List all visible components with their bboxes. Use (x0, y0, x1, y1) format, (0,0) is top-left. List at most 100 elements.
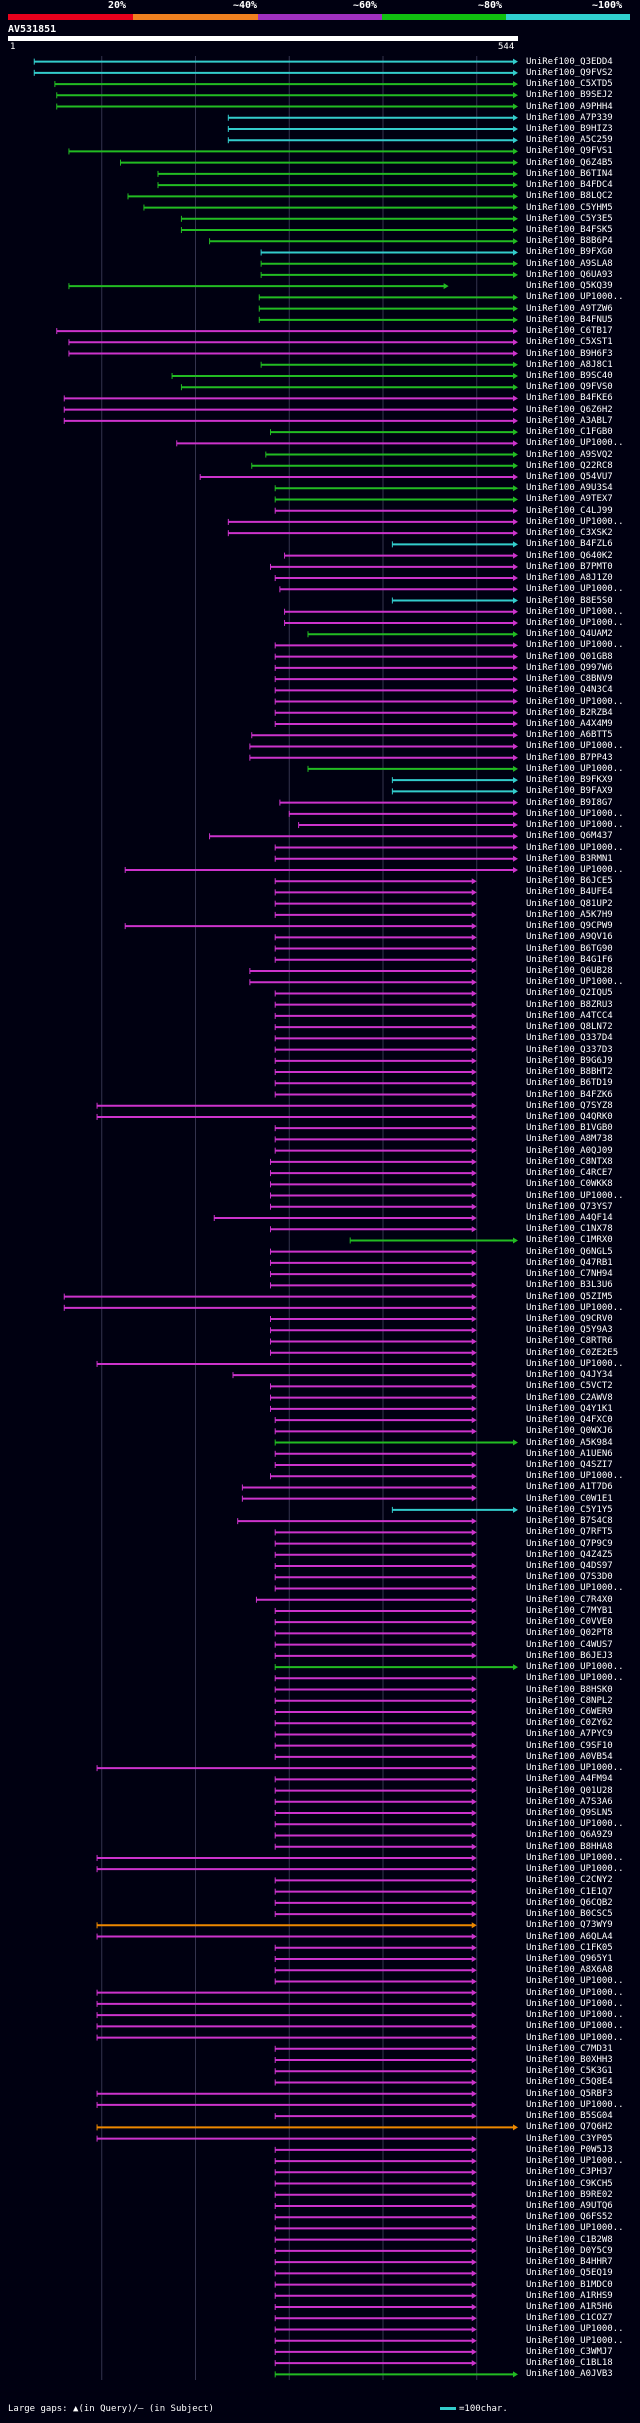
hit-label[interactable]: UniRef100_Q9SLN5 (526, 1808, 613, 1819)
hit-label[interactable]: UniRef100_A8X6A8 (526, 1965, 613, 1976)
hit-label[interactable]: UniRef100_Q6A9Z9 (526, 1830, 613, 1841)
hit-label[interactable]: UniRef100_A1T7D6 (526, 1482, 613, 1493)
hit-label[interactable]: UniRef100_B4FZL6 (526, 539, 613, 550)
hit-label[interactable]: UniRef100_C1MRX0 (526, 1235, 613, 1246)
hit-label[interactable]: UniRef100_Q4DS97 (526, 1561, 613, 1572)
hit-label[interactable]: UniRef100_C4WUS7 (526, 1639, 613, 1650)
hit-label[interactable]: UniRef100_A9QV16 (526, 932, 613, 943)
hit-label[interactable]: UniRef100_Q337D4 (526, 1033, 613, 1044)
hit-label[interactable]: UniRef100_UP1000.. (526, 2223, 624, 2234)
hit-label[interactable]: UniRef100_Q9CRV0 (526, 1314, 613, 1325)
hit-label[interactable]: UniRef100_A9PHH4 (526, 101, 613, 112)
hit-label[interactable]: UniRef100_Q3EDD4 (526, 56, 613, 67)
hit-label[interactable]: UniRef100_C7MD31 (526, 2043, 613, 2054)
hit-label[interactable]: UniRef100_Q4UAM2 (526, 629, 613, 640)
hit-label[interactable]: UniRef100_UP1000.. (526, 842, 624, 853)
hit-label[interactable]: UniRef100_B9I8G7 (526, 797, 613, 808)
hit-label[interactable]: UniRef100_A6BTT5 (526, 730, 613, 741)
hit-label[interactable]: UniRef100_B8B6P4 (526, 236, 613, 247)
hit-label[interactable]: UniRef100_A7P339 (526, 112, 613, 123)
hit-label[interactable]: UniRef100_UP1000.. (526, 1987, 624, 1998)
hit-label[interactable]: UniRef100_B9G6J9 (526, 1055, 613, 1066)
hit-label[interactable]: UniRef100_B0CSC5 (526, 1909, 613, 1920)
hit-label[interactable]: UniRef100_C8NPL2 (526, 1695, 613, 1706)
hit-label[interactable]: UniRef100_UP1000.. (526, 2021, 624, 2032)
hit-label[interactable]: UniRef100_UP1000.. (526, 606, 624, 617)
hit-label[interactable]: UniRef100_Q0WXJ6 (526, 1426, 613, 1437)
hit-label[interactable]: UniRef100_Q4Z4Z5 (526, 1549, 613, 1560)
hit-label[interactable]: UniRef100_UP1000.. (526, 1673, 624, 1684)
hit-label[interactable]: UniRef100_A8J8C1 (526, 359, 613, 370)
hit-label[interactable]: UniRef100_UP1000.. (526, 763, 624, 774)
hit-label[interactable]: UniRef100_Q640K2 (526, 550, 613, 561)
hit-label[interactable]: UniRef100_B1MDC0 (526, 2279, 613, 2290)
hit-label[interactable]: UniRef100_B1VGB0 (526, 1123, 613, 1134)
hit-label[interactable]: UniRef100_C6TB17 (526, 326, 613, 337)
hit-label[interactable]: UniRef100_B9RE02 (526, 2189, 613, 2200)
hit-label[interactable]: UniRef100_Q8LN72 (526, 1022, 613, 1033)
hit-label[interactable]: UniRef100_C4LJ99 (526, 505, 613, 516)
hit-label[interactable]: UniRef100_B6TIN4 (526, 168, 613, 179)
hit-label[interactable]: UniRef100_A8M738 (526, 1134, 613, 1145)
hit-label[interactable]: UniRef100_P0W5J3 (526, 2144, 613, 2155)
hit-label[interactable]: UniRef100_A5K7H9 (526, 909, 613, 920)
hit-label[interactable]: UniRef100_A9TEX7 (526, 494, 613, 505)
hit-label[interactable]: UniRef100_B8BHT2 (526, 1067, 613, 1078)
hit-label[interactable]: UniRef100_UP1000.. (526, 1763, 624, 1774)
hit-label[interactable]: UniRef100_Q337D3 (526, 1044, 613, 1055)
hit-label[interactable]: UniRef100_Q4N3C4 (526, 685, 613, 696)
hit-label[interactable]: UniRef100_Q5EQ19 (526, 2268, 613, 2279)
hit-label[interactable]: UniRef100_C8BNV9 (526, 674, 613, 685)
hit-label[interactable]: UniRef100_Q6Z6H2 (526, 404, 613, 415)
hit-label[interactable]: UniRef100_UP1000.. (526, 2324, 624, 2335)
hit-label[interactable]: UniRef100_C8NTX8 (526, 1156, 613, 1167)
hit-label[interactable]: UniRef100_Q47RB1 (526, 1257, 613, 1268)
hit-label[interactable]: UniRef100_B9FAX9 (526, 786, 613, 797)
hit-label[interactable]: UniRef100_UP1000.. (526, 820, 624, 831)
hit-label[interactable]: UniRef100_Q22RC8 (526, 460, 613, 471)
hit-label[interactable]: UniRef100_B8HSK0 (526, 1684, 613, 1695)
hit-label[interactable]: UniRef100_Q6Z4B5 (526, 157, 613, 168)
hit-label[interactable]: UniRef100_Q7RFT5 (526, 1527, 613, 1538)
hit-label[interactable]: UniRef100_Q5RBF3 (526, 2088, 613, 2099)
hit-label[interactable]: UniRef100_B3RMN1 (526, 853, 613, 864)
hit-label[interactable]: UniRef100_Q4SZI7 (526, 1459, 613, 1470)
hit-label[interactable]: UniRef100_Q6NGL5 (526, 1246, 613, 1257)
hit-label[interactable]: UniRef100_B5SG04 (526, 2111, 613, 2122)
hit-label[interactable]: UniRef100_UP1000.. (526, 1662, 624, 1673)
hit-label[interactable]: UniRef100_A0QJ09 (526, 1145, 613, 1156)
hit-label[interactable]: UniRef100_UP1000.. (526, 808, 624, 819)
hit-label[interactable]: UniRef100_UP1000.. (526, 1976, 624, 1987)
hit-label[interactable]: UniRef100_UP1000.. (526, 1358, 624, 1369)
hit-label[interactable]: UniRef100_C1FGB0 (526, 427, 613, 438)
hit-label[interactable]: UniRef100_C3XSK2 (526, 528, 613, 539)
hit-label[interactable]: UniRef100_UP1000.. (526, 1998, 624, 2009)
hit-label[interactable]: UniRef100_B9SC40 (526, 370, 613, 381)
hit-label[interactable]: UniRef100_UP1000.. (526, 2156, 624, 2167)
hit-label[interactable]: UniRef100_A8J1Z0 (526, 573, 613, 584)
hit-label[interactable]: UniRef100_Q01GB8 (526, 651, 613, 662)
hit-label[interactable]: UniRef100_C0WKK8 (526, 1179, 613, 1190)
hit-label[interactable]: UniRef100_UP1000.. (526, 1190, 624, 1201)
hit-label[interactable]: UniRef100_C2AWV8 (526, 1392, 613, 1403)
hit-label[interactable]: UniRef100_B9FXG0 (526, 247, 613, 258)
hit-label[interactable]: UniRef100_B4FKE6 (526, 393, 613, 404)
hit-label[interactable]: UniRef100_Q6M437 (526, 831, 613, 842)
hit-label[interactable]: UniRef100_Q997W6 (526, 662, 613, 673)
hit-label[interactable]: UniRef100_D0Y5C9 (526, 2245, 613, 2256)
hit-label[interactable]: UniRef100_UP1000.. (526, 1471, 624, 1482)
hit-label[interactable]: UniRef100_Q01U28 (526, 1785, 613, 1796)
hit-label[interactable]: UniRef100_B6TG90 (526, 943, 613, 954)
hit-label[interactable]: UniRef100_B2RZB4 (526, 707, 613, 718)
hit-label[interactable]: UniRef100_A4X4M9 (526, 719, 613, 729)
hit-label[interactable]: UniRef100_C3YP05 (526, 2133, 613, 2144)
hit-label[interactable]: UniRef100_C0ZY62 (526, 1718, 613, 1729)
hit-label[interactable]: UniRef100_Q4FXC0 (526, 1415, 613, 1426)
hit-label[interactable]: UniRef100_Q73YS7 (526, 1201, 613, 1212)
hit-label[interactable]: UniRef100_UP1000.. (526, 1864, 624, 1875)
hit-label[interactable]: UniRef100_C8RTR6 (526, 1336, 613, 1347)
hit-label[interactable]: UniRef100_C5Q8E4 (526, 2077, 613, 2088)
hit-label[interactable]: UniRef100_UP1000.. (526, 617, 624, 628)
hit-label[interactable]: UniRef100_UP1000.. (526, 1583, 624, 1594)
hit-label[interactable]: UniRef100_C6WER9 (526, 1706, 613, 1717)
